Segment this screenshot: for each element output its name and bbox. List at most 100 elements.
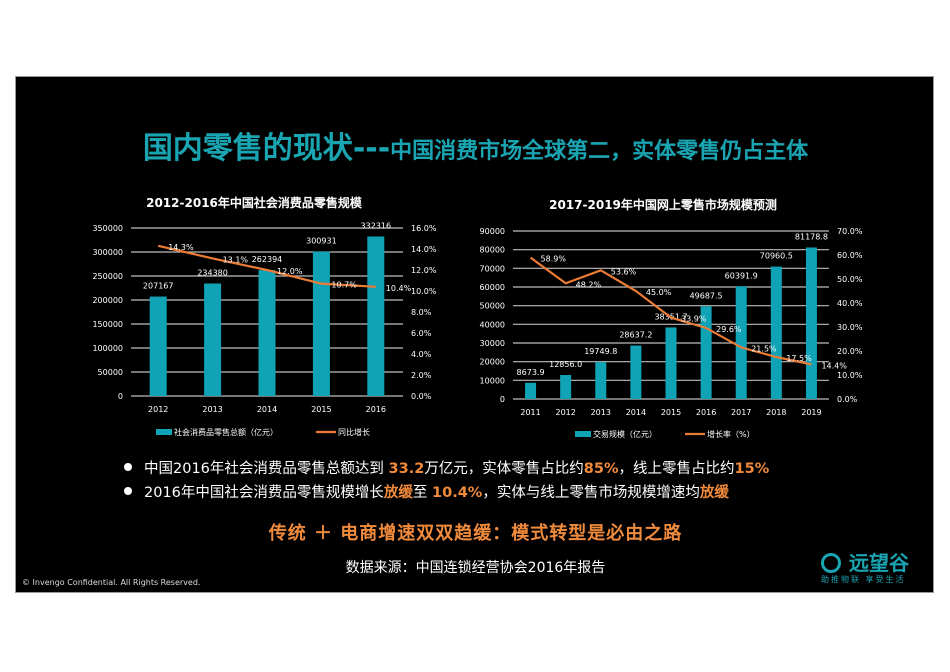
highlight-text: 放缓 [383,485,413,501]
bullet-item: 2016年中国社会消费品零售规模增长放缓至 10.4%，实体与线上零售市场规模增… [124,481,769,505]
y-right-tick: 2.0% [411,371,432,380]
x-tick: 2019 [801,408,821,417]
bar [560,375,572,399]
x-tick: 2015 [311,405,331,414]
y-right-tick: 8.0% [411,308,432,317]
bullet-dot-icon [124,487,132,495]
line-label: 12.0% [277,267,303,276]
y-left-tick: 150000 [92,320,123,329]
line-label: 58.9% [541,255,567,264]
y-left-tick: 60000 [480,283,505,292]
y-left-tick: 250000 [92,272,123,281]
bullet-text: 至 [412,485,433,501]
legend-line-label: 增长率（%） [707,429,755,439]
bar [525,382,537,399]
y-left-tick: 100000 [92,344,123,353]
legend-line-label: 同比增长 [338,427,370,437]
bullet-item: 中国2016年社会消费品零售总额达到 33.2万亿元，实体零售占比约85%，线上… [124,457,769,481]
bar [700,306,712,399]
bar-label: 262394 [252,255,283,264]
line-label: 29.6% [716,325,742,334]
line-label: 17.5% [786,354,812,363]
x-tick: 2014 [626,408,646,417]
company-logo: 远望谷 助推物联 享受生活 [821,547,931,589]
y-right-tick: 12.0% [411,266,437,275]
page-title: 国内零售的现状---中国消费市场全球第二，实体零售仍占主体 [16,123,935,167]
y-right-tick: 50.0% [837,275,863,284]
x-tick: 2011 [520,408,540,417]
line-label: 10.4% [386,284,412,293]
x-tick: 2016 [366,405,386,414]
x-tick: 2016 [696,408,716,417]
bullet-text: 中国2016年社会消费品零售总额达到 [144,461,389,477]
highlight-text: 10.4% [432,485,483,501]
x-tick: 2015 [661,408,681,417]
y-right-tick: 0.0% [411,392,432,401]
x-tick: 2013 [202,405,222,414]
conclusion-text: 传统 ＋ 电商增速双双趋缓：模式转型是必由之路 [268,523,683,544]
bar-label: 49687.5 [690,291,723,300]
bar [735,286,747,399]
bullet-dot-icon [124,463,132,471]
data-source: 数据来源：中国连锁经营协会2016年报告 [345,560,606,576]
bar [665,327,677,399]
chart1-title: 2012-2016年中国社会消费品零售规模 [146,196,362,210]
bullet-text: 万亿元，实体零售占比约 [424,461,584,477]
bar [595,362,607,399]
bar [367,236,385,396]
highlight-text: 放缓 [699,485,729,501]
x-tick: 2017 [731,408,751,417]
y-left-tick: 10000 [480,376,505,385]
bar [312,251,330,396]
y-left-tick: 0 [118,392,123,401]
slide: 国内零售的现状---中国消费市场全球第二，实体零售仍占主体 2012-2016年… [15,76,934,593]
y-left-tick: 80000 [480,246,505,255]
copyright: © Invengo Confidential. All Rights Reser… [22,578,201,587]
highlight-text: 33.2 [388,461,425,477]
line-label: 45.0% [646,288,672,297]
title-main: 国内零售的现状 [142,131,353,166]
bar [805,247,817,399]
y-left-tick: 70000 [480,264,505,273]
bar [204,283,222,396]
y-right-tick: 20.0% [837,347,863,356]
y-right-tick: 10.0% [837,371,863,380]
bar [770,266,782,399]
bar [258,270,276,396]
y-left-tick: 50000 [480,302,505,311]
line-label: 14.4% [821,361,847,370]
retail-scale-chart: 0 50000 100000 150000 200000 250000 300000 3500… [92,221,437,437]
chart2-title: 2017-2019年中国网上零售市场规模预测 [549,198,777,212]
logo-wordmark: 远望谷 [821,547,909,576]
x-tick: 2018 [766,408,786,417]
line-label: 14.3% [168,243,194,252]
bar-label: 28637.2 [619,331,652,340]
highlight-text: 15% [734,461,770,477]
y-left-tick: 200000 [92,296,123,305]
bar-label: 70960.5 [760,252,793,261]
y-left-tick: 350000 [92,224,123,233]
line-label: 48.2% [576,280,602,289]
logo-name: 远望谷 [849,551,909,575]
y-right-tick: 40.0% [837,299,863,308]
y-right-tick: 70.0% [837,227,863,236]
bar-label: 234380 [197,268,228,277]
bar-label: 12856.0 [549,360,582,369]
logo-tagline: 助推物联 享受生活 [821,575,906,584]
line-label: 13.1% [223,255,249,264]
line-label: 53.6% [611,267,637,276]
x-tick: 2012 [148,405,168,414]
y-left-tick: 30000 [480,339,505,348]
y-right-tick: 16.0% [411,224,437,233]
online-retail-chart: 0 10000 20000 30000 40000 50000 60000 70000 8000… [480,227,863,439]
bullet-text: 2016年中国社会消费品零售规模增长 [144,485,384,501]
y-right-tick: 10.0% [411,287,437,296]
y-right-tick: 0.0% [837,395,858,404]
logo-mark-icon [821,552,841,573]
bar-label: 8673.9 [517,368,545,377]
bar-label: 81178.8 [795,232,828,241]
bar [630,345,642,399]
y-left-tick: 40000 [480,320,505,329]
y-right-tick: 4.0% [411,350,432,359]
y-right-tick: 14.0% [411,245,437,254]
